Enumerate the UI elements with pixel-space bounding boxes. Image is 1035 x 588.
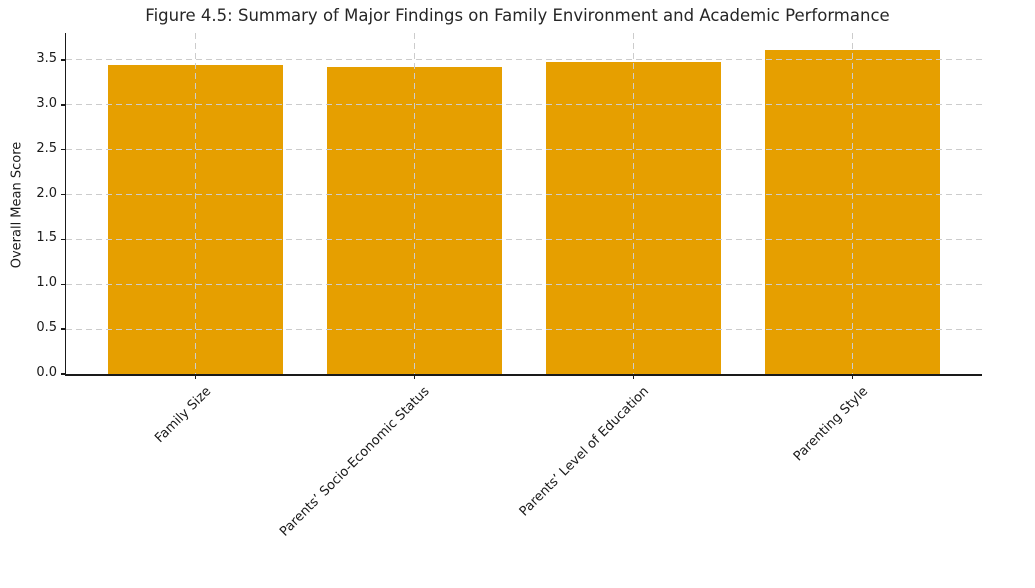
gridline-horizontal bbox=[66, 194, 982, 196]
chart-title: Figure 4.5: Summary of Major Findings on… bbox=[145, 6, 890, 25]
gridline-horizontal bbox=[66, 328, 982, 330]
gridline-horizontal bbox=[66, 283, 982, 285]
y-tick-mark bbox=[61, 238, 66, 241]
x-tick-label: Parents’ Socio-Economic Status bbox=[277, 384, 434, 540]
gridline-vertical bbox=[194, 33, 196, 374]
y-tick-mark bbox=[61, 328, 66, 330]
y-tick-label: 3.5 bbox=[36, 50, 57, 66]
plot-area bbox=[66, 33, 982, 374]
x-tick-label: Family Size bbox=[151, 384, 214, 446]
y-tick-mark bbox=[61, 373, 66, 375]
gridline-vertical bbox=[633, 33, 635, 374]
x-tick-mark bbox=[194, 374, 197, 379]
y-tick-label: 1.0 bbox=[36, 275, 57, 291]
x-tick-mark bbox=[632, 374, 635, 379]
y-axis-label: Overall Mean Score bbox=[9, 141, 25, 269]
y-tick-label: 1.5 bbox=[36, 230, 57, 246]
y-tick-mark bbox=[61, 59, 66, 61]
y-tick-mark bbox=[61, 104, 66, 106]
y-tick-mark bbox=[61, 193, 66, 196]
x-tick-label: Parenting Style bbox=[791, 384, 872, 465]
gridline-horizontal bbox=[66, 104, 982, 106]
y-tick-mark bbox=[61, 283, 66, 285]
x-tick-mark bbox=[851, 374, 854, 379]
gridline-vertical bbox=[413, 33, 415, 374]
y-tick-label: 2.5 bbox=[36, 140, 57, 156]
y-tick-mark bbox=[61, 148, 66, 151]
gridline-horizontal bbox=[66, 149, 982, 151]
x-tick-mark bbox=[413, 374, 416, 379]
y-tick-label: 0.5 bbox=[36, 320, 57, 336]
gridline-horizontal bbox=[66, 59, 982, 61]
y-axis-spine bbox=[64, 33, 66, 376]
y-tick-label: 2.0 bbox=[36, 185, 57, 201]
gridline-vertical bbox=[852, 33, 854, 374]
x-axis-spine bbox=[64, 374, 982, 376]
y-tick-label: 0.0 bbox=[36, 365, 57, 380]
x-tick-label: Parents’ Level of Education bbox=[516, 384, 653, 520]
y-tick-label: 3.0 bbox=[36, 95, 57, 111]
gridline-horizontal bbox=[66, 238, 982, 240]
